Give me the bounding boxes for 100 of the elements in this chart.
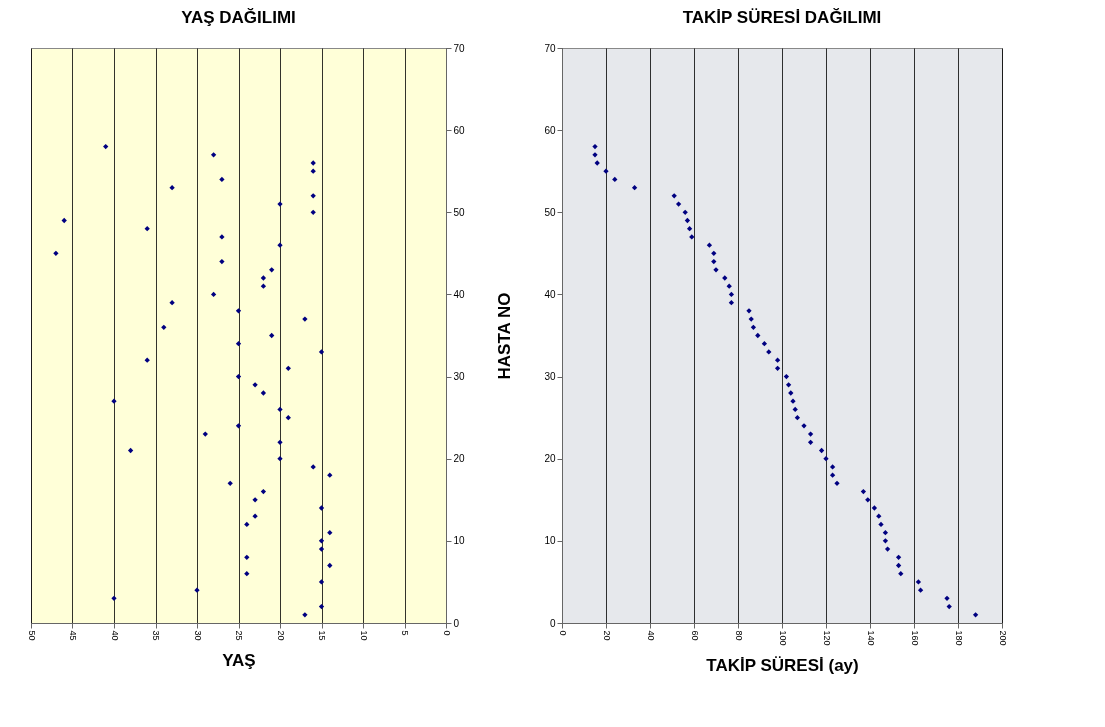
x-tick-label: 10 (358, 630, 369, 641)
point (285, 365, 291, 371)
point (277, 406, 283, 413)
y-tick-label: 30 (453, 371, 466, 383)
y-tick-label: 60 (544, 124, 556, 136)
y-tick-label: 20 (453, 453, 466, 465)
point (878, 521, 884, 528)
x-tick-label: 180 (953, 630, 964, 646)
point (711, 250, 717, 256)
point (884, 546, 891, 552)
point (235, 423, 242, 429)
x-tick-label: 30 (192, 630, 203, 641)
x-tick-label: 50 (26, 630, 37, 641)
point (895, 562, 902, 569)
point (898, 571, 904, 577)
y-tick-label: 70 (544, 42, 556, 54)
x-tick-label: 60 (689, 630, 700, 641)
y-tick-label: 50 (544, 206, 556, 218)
point (318, 505, 325, 511)
point (882, 530, 889, 536)
point (686, 226, 693, 232)
point (728, 300, 735, 306)
point (631, 185, 638, 191)
y-tick-label: 30 (544, 371, 556, 383)
point (210, 152, 217, 158)
point (235, 308, 242, 314)
point (818, 447, 825, 454)
x-tick-label: 0 (557, 630, 568, 636)
x-tick-label: 40 (645, 630, 656, 641)
point (235, 341, 242, 347)
point (269, 267, 275, 273)
x-tick-label: 120 (821, 630, 832, 646)
point (318, 349, 325, 355)
point (327, 562, 333, 569)
point (774, 357, 781, 363)
point (260, 283, 267, 289)
chart-title: TAKİP SÜRESİ DAĞILIMI (682, 8, 882, 27)
point (310, 168, 316, 174)
point (882, 538, 889, 544)
point (711, 258, 717, 265)
x-tick-label: 80 (733, 630, 744, 641)
point (244, 554, 250, 560)
point (210, 291, 217, 298)
point (169, 185, 175, 191)
point (895, 554, 902, 560)
point (61, 217, 67, 224)
point (161, 324, 167, 330)
point (807, 439, 814, 445)
x-tick-label: 35 (151, 630, 161, 641)
point (829, 464, 836, 470)
x-tick-label: 40 (109, 630, 120, 641)
y-tick-label: 10 (453, 535, 466, 547)
point (269, 332, 275, 339)
point (202, 431, 208, 437)
point (761, 341, 768, 347)
point (592, 143, 598, 150)
x-axis-title: YAŞ (222, 650, 256, 670)
point (244, 571, 250, 577)
point (318, 538, 325, 544)
y-tick-label: 50 (453, 206, 466, 218)
point (260, 488, 267, 495)
point (783, 373, 790, 380)
point (144, 226, 150, 232)
point (728, 291, 735, 298)
y-tick-label: 10 (544, 535, 556, 547)
x-tick-label: 200 (997, 630, 1008, 646)
point (318, 579, 325, 585)
x-tick-label: 45 (68, 630, 78, 641)
x-tick-label: 5 (400, 630, 410, 636)
point (807, 431, 814, 437)
chart-title: YAŞ DAĞILIMI (181, 8, 296, 27)
point (682, 209, 688, 215)
point (792, 406, 798, 413)
point (318, 603, 325, 610)
point (876, 513, 882, 519)
x-tick-label: 160 (909, 630, 920, 646)
point (227, 480, 233, 486)
point (750, 324, 757, 330)
point (244, 521, 250, 528)
point (865, 497, 871, 503)
point (310, 209, 316, 215)
point (860, 488, 867, 495)
point (219, 258, 225, 265)
y-tick-label: 20 (544, 453, 556, 465)
point (169, 300, 175, 306)
point (612, 176, 618, 183)
point (235, 373, 242, 380)
point (972, 612, 979, 618)
point (915, 579, 922, 585)
point (260, 275, 267, 281)
y-axis-title: HASTA NO (495, 292, 515, 380)
x-tick-label: 15 (317, 630, 327, 641)
point (285, 415, 291, 421)
point (774, 365, 781, 371)
point (219, 176, 225, 183)
y-tick-label: 40 (544, 288, 556, 300)
y-tick-label: 60 (453, 124, 466, 136)
point (318, 546, 325, 552)
x-tick-label: 20 (601, 630, 612, 641)
point (684, 217, 691, 224)
